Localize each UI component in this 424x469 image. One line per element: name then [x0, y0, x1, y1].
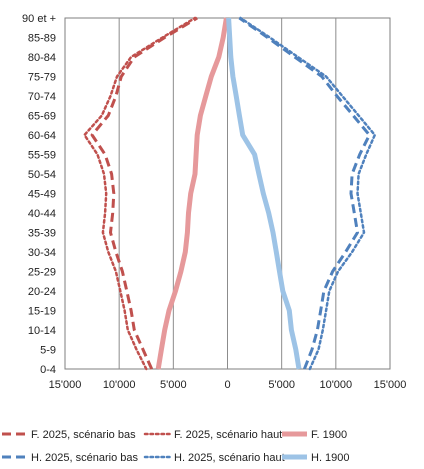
y-tick-label: 70-74 [28, 91, 56, 103]
legend: F. 2025, scénario bas F. 2025, scénario h… [2, 429, 350, 464]
x-tick-label: 15'000 [374, 379, 407, 391]
x-tick-label: 5'000 [160, 379, 187, 391]
x-tick-label: 0 [224, 379, 230, 391]
y-tick-label: 85-89 [28, 33, 56, 45]
y-tick-label: 60-64 [28, 130, 56, 142]
series-line [239, 16, 377, 371]
series-line [226, 17, 302, 370]
y-tick-label: 55-59 [28, 150, 56, 162]
legend-label: F. 2025, scénario haut [174, 429, 282, 441]
series-lines [83, 16, 377, 371]
legend-label: H. 2025, scénario bas [31, 452, 139, 464]
x-tick-label: 10'000 [103, 379, 136, 391]
y-tick-label: 75-79 [28, 72, 56, 84]
y-tick-label: 25-29 [28, 267, 56, 279]
y-tick-label: 30-34 [28, 247, 56, 259]
x-tick-label: 5'000 [268, 379, 295, 391]
series-line [90, 16, 198, 370]
y-tick-label: 40-44 [28, 208, 56, 220]
legend-label: H. 1900 [311, 452, 350, 464]
legend-label: H. 2025, scénario haut [174, 452, 285, 464]
y-tick-label: 15-19 [28, 306, 56, 318]
y-tick-label: 20-24 [28, 286, 56, 298]
y-tick-label: 45-49 [28, 189, 56, 201]
legend-label: F. 2025, scénario bas [31, 429, 136, 441]
y-tick-label: 50-54 [28, 169, 56, 181]
series-line [155, 17, 229, 370]
series-line [238, 16, 371, 370]
y-tick-label: 0-4 [40, 364, 56, 376]
y-tick-label: 5-9 [40, 345, 56, 357]
x-tick-label: 15'000 [49, 379, 82, 391]
x-tick-label: 10'000 [319, 379, 352, 391]
y-tick-label: 65-69 [28, 111, 56, 123]
x-axis-labels: 15'000 10'000 5'000 0 5'000 10'000 15'000 [49, 379, 407, 391]
grid-lines [118, 18, 337, 369]
y-tick-label: 35-39 [28, 228, 56, 240]
y-tick-label: 10-14 [28, 325, 56, 337]
series-line [83, 16, 197, 371]
y-tick-label: 90 et + [22, 13, 56, 25]
y-axis-labels: 0-4 5-9 10-14 15-19 20-24 25-29 30-34 35-39 40-4… [22, 13, 56, 376]
legend-label: F. 1900 [311, 429, 347, 441]
y-tick-label: 80-84 [28, 52, 56, 64]
